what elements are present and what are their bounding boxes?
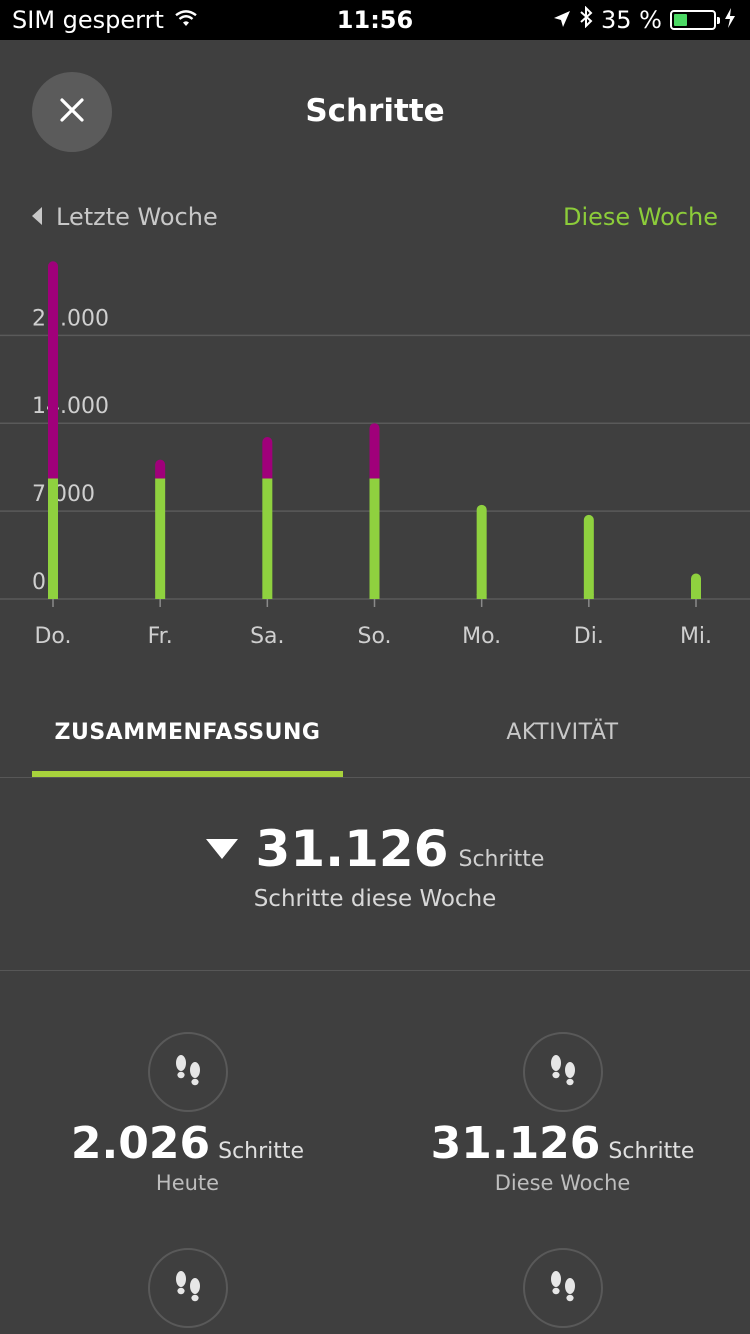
charging-icon <box>724 6 736 34</box>
y-tick-label: 21.000 <box>32 306 109 331</box>
stat-value: 2.026 <box>70 1118 211 1169</box>
clock: 11:56 <box>336 6 414 34</box>
bar-segment[interactable] <box>262 437 273 479</box>
carrier-label: SIM gesperrt <box>12 6 164 34</box>
bluetooth-icon <box>579 5 593 34</box>
active-tab-indicator <box>32 771 343 777</box>
tab-bar: ZUSAMMENFASSUNG AKTIVITÄT <box>0 700 750 778</box>
weekly-steps-value: 31.126 <box>255 820 449 878</box>
bar-segment[interactable] <box>48 261 58 479</box>
stat-unit: Schritte <box>608 1139 695 1164</box>
stat-item <box>0 1248 375 1328</box>
x-tick-label: Fr. <box>148 624 173 649</box>
close-button[interactable] <box>32 72 112 152</box>
current-week-label[interactable]: Diese Woche <box>563 203 718 231</box>
x-tick-label: Di. <box>574 624 604 649</box>
bar-segment[interactable] <box>476 504 487 599</box>
x-tick-label: Mo. <box>462 624 501 649</box>
y-tick-label: 0 <box>32 570 46 595</box>
weekly-steps-label: Schritte diese Woche <box>253 886 497 912</box>
tab-activity[interactable]: AKTIVITÄT <box>506 720 619 745</box>
footsteps-icon <box>522 1032 603 1112</box>
page-title: Schritte <box>305 93 445 129</box>
close-icon <box>59 97 85 127</box>
bar-segment-base <box>476 594 487 599</box>
battery-percent: 35 % <box>601 6 662 34</box>
bar-segment[interactable] <box>369 423 380 479</box>
bar-segment-base <box>369 473 380 479</box>
x-tick-label: Sa. <box>250 624 284 649</box>
battery-icon <box>670 10 720 30</box>
battery-fill <box>674 14 688 26</box>
bar-segment-base <box>583 594 594 599</box>
bar-segment[interactable] <box>155 478 166 599</box>
bar-segment-base <box>48 473 58 479</box>
bar-segment[interactable] <box>583 514 594 599</box>
trend-down-icon <box>205 839 238 859</box>
bar-segment[interactable] <box>48 478 58 599</box>
stat-label: Diese Woche <box>494 1171 631 1195</box>
bar-segment-base <box>262 473 273 479</box>
tab-summary[interactable]: ZUSAMMENFASSUNG <box>54 720 321 745</box>
y-tick-label: 7.000 <box>32 482 95 507</box>
status-right: 35 % <box>553 5 736 34</box>
stat-label: Heute <box>155 1171 220 1195</box>
status-bar: SIM gesperrt 11:56 35 % <box>0 0 750 40</box>
bar-segment-base <box>691 594 701 599</box>
stat-this-week: 31.126 Schritte Diese Woche <box>375 1032 750 1195</box>
stat-today: 2.026 Schritte Heute <box>0 1032 375 1195</box>
chevron-left-icon <box>32 203 42 231</box>
x-tick-label: Do. <box>34 624 71 649</box>
stat-item <box>375 1248 750 1328</box>
y-tick-label: 14.000 <box>32 394 109 419</box>
status-left: SIM gesperrt <box>12 6 198 34</box>
footsteps-icon <box>147 1248 228 1328</box>
x-tick-label: So. <box>357 624 391 649</box>
bar-segment[interactable] <box>369 478 380 599</box>
stat-value: 31.126 <box>430 1118 601 1169</box>
x-tick-label: Mi. <box>680 624 712 649</box>
wifi-icon <box>174 6 198 34</box>
location-arrow-icon <box>553 6 571 34</box>
bar-segment-base <box>155 473 166 479</box>
previous-week-label: Letzte Woche <box>56 203 218 231</box>
section-divider <box>0 970 750 971</box>
stat-unit: Schritte <box>218 1139 305 1164</box>
previous-week-link[interactable]: Letzte Woche <box>32 203 218 231</box>
footsteps-icon <box>147 1032 228 1112</box>
bar-segment[interactable] <box>262 478 273 599</box>
bar-segment[interactable] <box>691 573 701 599</box>
weekly-steps-unit: Schritte <box>458 847 545 872</box>
weekly-summary: 31.126 Schritte Schritte diese Woche <box>0 820 750 912</box>
steps-bar-chart: 0 7.000 14.000 21.000 Do. Fr. Sa. So. Mo. Di. Mi. <box>0 261 750 649</box>
footsteps-icon <box>522 1248 603 1328</box>
